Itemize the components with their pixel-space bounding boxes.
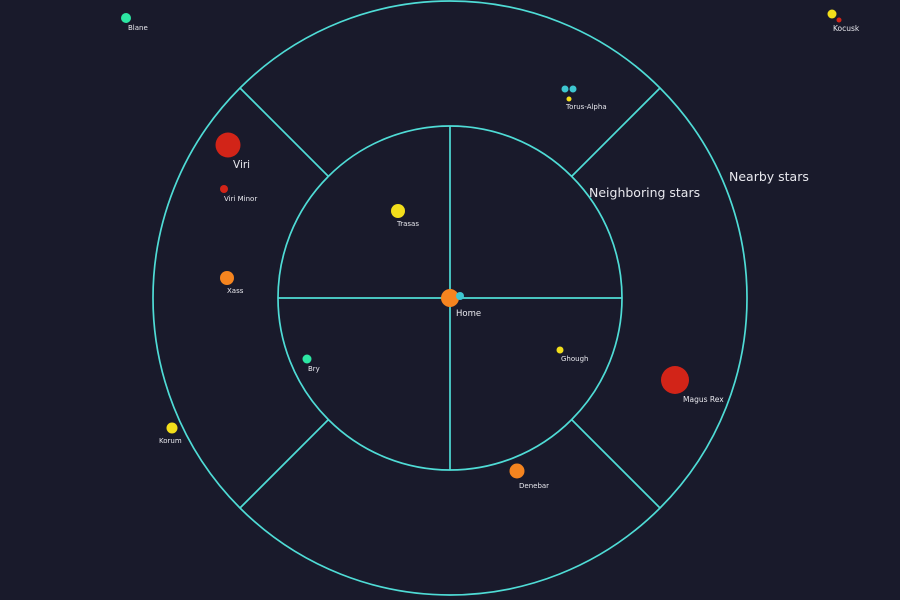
- star-dot-torus-alpha: [561, 85, 569, 93]
- star-label-xass: Xass: [227, 287, 244, 295]
- sector-divider-line: [239, 87, 329, 177]
- star-dot-kocusk: [827, 9, 837, 19]
- star-dot-magus-rex: [661, 366, 689, 394]
- star-dot-viri-minor: [220, 185, 228, 193]
- star-label-blane: Blane: [128, 24, 148, 32]
- star-label-viri: Viri: [233, 159, 250, 171]
- star-dot-home: [441, 289, 459, 307]
- star-label-korum: Korum: [159, 437, 182, 445]
- sector-divider-line: [571, 419, 661, 509]
- star-companion-dot-torus-alpha-1: [566, 96, 572, 102]
- star-label-trasas: Trasas: [396, 220, 419, 228]
- star-companion-dot-kocusk-0: [836, 17, 842, 23]
- sector-divider-line: [239, 419, 329, 509]
- star-label-kocusk: Kocusk: [833, 24, 860, 33]
- star-label-denebar: Denebar: [519, 482, 549, 490]
- star-dot-denebar: [509, 463, 525, 479]
- star-dot-xass: [220, 271, 234, 285]
- star-dot-blane: [121, 13, 131, 23]
- star-dot-viri: [215, 132, 241, 158]
- star-dot-ghough: [556, 346, 564, 354]
- region-label-neighboring-stars: Neighboring stars: [589, 185, 700, 200]
- star-dot-trasas: [391, 204, 405, 218]
- region-label-nearby-stars: Nearby stars: [729, 169, 809, 184]
- star-dot-bry: [302, 354, 312, 364]
- star-companion-dot-home-0: [456, 292, 464, 300]
- star-label-ghough: Ghough: [561, 355, 588, 363]
- star-dot-korum: [166, 422, 178, 434]
- star-label-torus-alpha: Torus-Alpha: [565, 103, 607, 111]
- sector-divider-line: [571, 87, 661, 177]
- star-label-viri-minor: Viri Minor: [224, 195, 257, 203]
- star-companion-dot-torus-alpha-0: [569, 85, 577, 93]
- outer-ring: [152, 0, 748, 596]
- star-label-magus-rex: Magus Rex: [683, 395, 724, 404]
- star-label-home: Home: [456, 309, 481, 319]
- star-label-bry: Bry: [308, 365, 320, 373]
